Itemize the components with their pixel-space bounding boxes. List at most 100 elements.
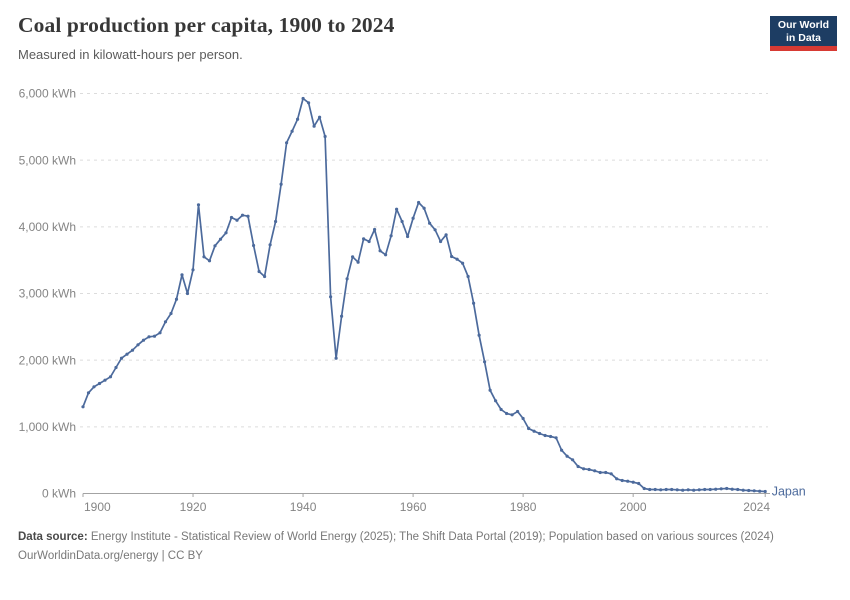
data-point-marker [103,378,107,382]
data-point-marker [422,206,426,210]
y-axis-tick-label: 4,000 kWh [19,220,76,234]
data-point-marker [593,469,597,473]
owid-logo-line1: Our World [777,19,830,31]
data-point-marker [119,356,124,360]
data-point-marker [664,487,668,492]
data-point-marker [670,487,674,492]
y-axis-tick-label: 6,000 kWh [19,87,76,101]
data-point-marker [202,255,206,259]
data-point-marker [741,488,745,492]
data-point-marker [389,234,393,238]
data-point-marker [609,472,613,476]
data-point-marker [268,243,272,247]
data-point-marker [417,200,421,205]
data-point-marker [81,405,85,409]
data-point-marker [345,277,349,281]
data-point-marker [758,489,762,493]
y-axis-tick-label: 2,000 kWh [19,353,76,367]
data-point-marker [246,214,250,218]
y-axis-tick-label: 5,000 kWh [19,153,76,167]
x-axis-tick-label: 2024 [743,500,770,514]
data-point-marker [626,479,630,483]
data-point-marker [560,448,564,452]
chart-footer: Data source: Energy Institute - Statisti… [18,531,830,564]
data-point-marker [384,253,388,257]
data-point-marker [703,487,707,492]
data-point-marker [697,488,701,492]
data-point-marker [763,489,767,494]
x-axis-tick-label: 1960 [400,500,427,514]
data-point-marker [163,320,168,324]
data-point-marker [494,399,498,403]
x-axis-tick-label: 2000 [620,500,647,514]
data-point-marker [196,203,201,207]
data-point-marker [538,431,542,436]
data-point-marker [598,470,602,475]
page-title: Coal production per capita, 1900 to 2024 [18,13,395,37]
data-point-marker [351,255,355,259]
x-axis-tick-label: 1940 [290,500,317,514]
data-point-marker [406,234,410,239]
data-point-marker [334,356,338,360]
data-point-marker [725,486,729,491]
owid-logo-line2: in Data [785,31,821,44]
data-point-marker [483,360,487,364]
data-source-note: Data source: Energy Institute - Statisti… [18,531,830,545]
data-point-marker [279,182,283,186]
data-point-marker [141,338,146,342]
data-point-marker [549,434,553,439]
data-point-marker [356,260,360,264]
data-point-marker [213,244,217,248]
data-point-marker [637,481,641,486]
data-point-marker [708,487,712,492]
data-source-text: Energy Institute - Statistical Review of… [90,531,774,543]
data-point-marker [312,124,316,128]
data-point-marker [675,488,679,492]
data-point-marker [400,219,404,224]
data-point-marker [130,348,135,352]
data-point-marker [450,254,454,259]
data-point-marker [543,433,547,438]
data-point-marker [648,487,652,492]
chart-subtitle: Measured in kilowatt-hours per person. [18,47,243,62]
owid-logo-box: Our World in Data [770,16,837,46]
data-point-marker [290,129,294,133]
data-point-marker [92,385,96,389]
data-point-marker [576,464,580,469]
data-point-marker [659,488,663,492]
owid-logo-stripe [770,46,837,51]
owid-url-license-link[interactable]: OurWorldinData.org/energy | CC BY [18,549,203,562]
data-point-marker [274,219,278,224]
data-point-marker [86,391,91,395]
data-point-marker [340,314,344,318]
japan-data-line [82,97,767,493]
data-point-marker [125,352,129,356]
data-point-marker [444,233,448,237]
data-point-marker [263,274,267,279]
x-axis-tick-label: 1920 [180,500,207,514]
owid-logo[interactable]: Our World in Data [770,16,837,51]
data-point-marker [367,239,371,244]
data-point-marker [185,291,190,296]
data-point-marker [307,101,311,105]
data-point-marker [433,228,437,232]
data-point-marker [461,261,465,265]
data-point-marker [527,426,531,431]
data-point-marker [411,216,415,220]
data-point-marker [565,454,569,458]
data-point-marker [730,487,734,491]
data-point-marker [466,274,470,279]
data-point-marker [229,215,234,220]
data-point-marker [318,115,322,119]
data-point-marker [362,237,366,241]
data-point-marker [571,458,575,462]
data-point-marker [686,488,690,492]
data-point-marker [472,301,476,305]
data-point-marker [736,487,740,492]
x-axis-tick-label: 1900 [84,500,111,514]
data-point-marker [240,213,245,217]
entity-label-japan[interactable]: Japan [772,485,806,499]
data-point-marker [510,413,514,417]
